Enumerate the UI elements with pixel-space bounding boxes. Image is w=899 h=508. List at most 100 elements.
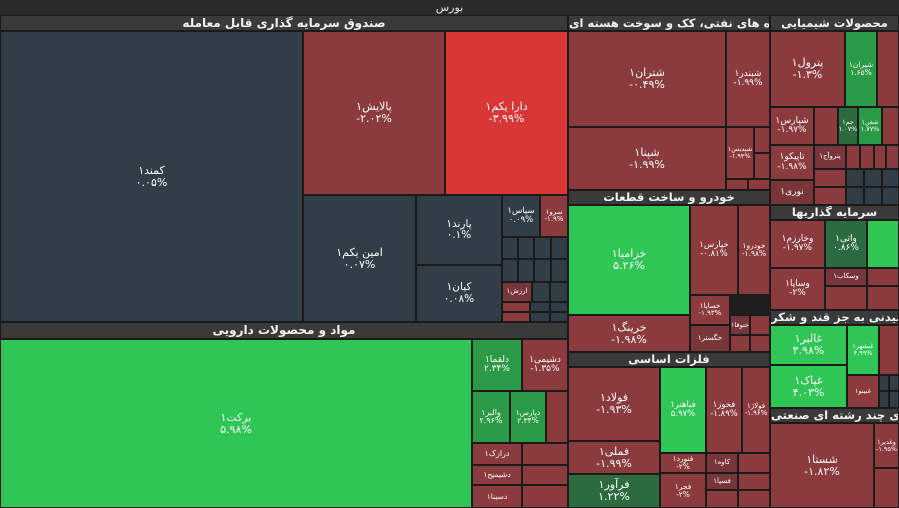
treemap-tile-small[interactable] <box>532 282 550 302</box>
treemap-tile[interactable]: سرو۱ -۱.۹% <box>540 195 568 237</box>
treemap-tile-small[interactable] <box>750 315 770 335</box>
treemap-tile-small[interactable] <box>551 259 568 282</box>
treemap-tile-small[interactable] <box>502 302 530 312</box>
treemap-tile[interactable]: پترول۱ -۱.۳% <box>770 31 845 107</box>
treemap-tile-small[interactable] <box>730 335 750 352</box>
treemap-tile[interactable]: دسینا۱ <box>472 485 522 508</box>
treemap-tile[interactable]: خگستر۱ <box>690 325 730 352</box>
treemap-tile[interactable]: شبندر۱ -۱.۹۹% <box>726 31 770 127</box>
treemap-tile[interactable]: فنورد۱ -۲% <box>660 453 706 473</box>
treemap-tile[interactable]: وسکاب۱ <box>825 268 867 286</box>
treemap-tile[interactable]: کاوه۱ <box>706 453 738 473</box>
sector-header[interactable]: فراورده های نفتی، کک و سوخت هسته ای <box>568 15 770 31</box>
treemap-tile-small[interactable] <box>889 391 899 408</box>
treemap-tile[interactable]: شفن۱ ۱.۷۷% <box>858 107 882 145</box>
treemap-tile-small[interactable] <box>522 485 568 508</box>
treemap-tile-small[interactable] <box>534 259 551 282</box>
treemap-tile-small[interactable] <box>882 187 899 205</box>
treemap-tile-small[interactable] <box>864 169 882 187</box>
treemap-tile[interactable]: دلقما۱ ۲.۳۴% <box>472 339 522 391</box>
treemap-tile-small[interactable] <box>754 127 770 153</box>
treemap-tile-small[interactable] <box>814 107 838 145</box>
treemap-tile-small[interactable] <box>502 312 530 322</box>
treemap-tile[interactable]: خساپا۱ -۱.۹۳% <box>690 295 730 325</box>
treemap-tile-small[interactable] <box>522 443 568 465</box>
treemap-tile[interactable]: شپدیس۱ -۱.۹۴% <box>726 127 754 179</box>
treemap-tile[interactable]: برکت۱ ۵.۹۸% <box>0 339 472 508</box>
treemap-tile-small[interactable] <box>846 169 864 187</box>
treemap-tile-small[interactable] <box>530 312 550 322</box>
treemap-tile-small[interactable] <box>879 375 889 391</box>
treemap-tile-small[interactable] <box>550 302 568 312</box>
treemap-tile-small[interactable] <box>814 169 846 187</box>
treemap-tile[interactable]: فملی۱ -۱.۹۹% <box>568 441 660 474</box>
treemap-tile-small[interactable] <box>882 107 899 145</box>
treemap-tile-small[interactable] <box>738 473 770 490</box>
treemap-tile[interactable]: دارا یکم۱ -۳.۹۹% <box>445 31 568 195</box>
treemap-tile-small[interactable] <box>825 286 867 310</box>
treemap-tile[interactable]: فولاژ۱ -۱.۹۶% <box>742 367 770 453</box>
treemap-tile-small[interactable] <box>750 335 770 352</box>
sector-header[interactable]: سرمایه گذاریها <box>770 205 899 220</box>
treemap-tile[interactable]: غپاک۱ ۴.۰۳% <box>770 365 847 408</box>
treemap-tile-small[interactable] <box>502 237 518 259</box>
treemap-tile[interactable]: دشیمی۱ -۱.۳۵% <box>522 339 568 391</box>
treemap-tile[interactable]: شتران۱ -۰.۴۹% <box>568 31 726 127</box>
treemap-tile-small[interactable] <box>522 465 568 485</box>
treemap-tile-small[interactable] <box>814 187 846 205</box>
treemap-tile[interactable]: خپارس۱ -۰.۸۱% <box>690 205 738 295</box>
treemap-tile[interactable]: غالبر۱ ۳.۹۸% <box>770 325 847 365</box>
treemap-tile-small[interactable] <box>864 187 882 205</box>
treemap-tile[interactable]: شستا۱ -۱.۸۲% <box>770 423 874 508</box>
treemap-tile[interactable]: خودرو۱ -۱.۹۸% <box>738 205 770 295</box>
treemap-tile-small[interactable] <box>879 391 889 408</box>
treemap-tile-small[interactable] <box>867 268 899 286</box>
treemap-tile-small[interactable] <box>754 153 770 179</box>
treemap-tile-small[interactable] <box>534 237 551 259</box>
treemap-tile-small[interactable] <box>546 391 568 443</box>
treemap-tile-small[interactable] <box>860 145 874 169</box>
treemap-tile-small[interactable] <box>738 453 770 473</box>
treemap-tile-small[interactable] <box>738 490 770 508</box>
treemap-tile[interactable]: غبینو۱ <box>847 375 879 408</box>
treemap-tile[interactable]: فجر۱ -۲% <box>660 473 706 508</box>
treemap-tile-small[interactable] <box>867 220 899 268</box>
treemap-tile-small[interactable] <box>874 468 899 508</box>
treemap-tile[interactable]: فسپا۱ <box>706 473 738 490</box>
treemap-tile[interactable]: درازک۱ <box>472 443 522 465</box>
sector-header[interactable]: شرکتهای چند رشته ای صنعتی <box>770 408 899 423</box>
treemap-tile[interactable]: شیران۱ ۱.۶۵% <box>845 31 877 107</box>
treemap-tile-small[interactable] <box>886 145 899 169</box>
treemap-tile-small[interactable] <box>877 31 899 107</box>
treemap-tile-small[interactable] <box>518 259 534 282</box>
treemap-tile[interactable]: نوری۱ <box>770 180 814 205</box>
treemap-tile-small[interactable] <box>706 490 738 508</box>
treemap-tile[interactable]: وغدیر۱ -۱.۹۵% <box>874 423 899 468</box>
treemap-tile[interactable]: پالایش۱ -۲.۰۲% <box>303 31 445 195</box>
treemap-tile[interactable]: جم۱ ۱.۰۷% <box>838 107 858 145</box>
sector-header[interactable]: محصولات شیمیایی <box>770 15 899 31</box>
treemap-tile-small[interactable] <box>846 187 864 205</box>
treemap-tile[interactable]: دپارس۱ ۲.۳۴% <box>510 391 546 443</box>
treemap-tile[interactable]: ختوقا۱ <box>730 315 750 335</box>
sector-header[interactable]: خودرو و ساخت قطعات <box>568 190 770 205</box>
sector-header[interactable]: صندوق سرمایه گذاری قابل معامله <box>0 15 568 31</box>
treemap-tile[interactable]: فباهنر۱ ۵.۹۷% <box>660 367 706 453</box>
treemap-tile[interactable]: خزامیا۱ ۵.۲۶% <box>568 205 690 315</box>
treemap-tile[interactable]: شپنا۱ -۱.۹۹% <box>568 127 726 190</box>
treemap-tile-small[interactable] <box>502 259 518 282</box>
treemap-tile[interactable]: پتروآج۱ <box>814 145 846 169</box>
sector-header[interactable]: فلزات اساسی <box>568 352 770 367</box>
treemap-tile[interactable]: تاپیکو۱ -۱.۹۸% <box>770 145 814 180</box>
treemap-tile[interactable]: امین یکم۱ ۰.۰۷% <box>303 195 416 322</box>
treemap-tile-small[interactable] <box>530 302 550 312</box>
treemap-tile[interactable]: فولاد۱ -۱.۹۳% <box>568 367 660 441</box>
treemap-tile-small[interactable] <box>874 145 886 169</box>
sector-header[interactable]: محصولات غذایی و آشامیدنی به جز قند و شکر <box>770 310 899 325</box>
treemap-tile[interactable]: غیشهر۱ ۴.۹۹% <box>847 325 879 375</box>
treemap-tile-small[interactable] <box>882 169 899 187</box>
treemap-tile[interactable]: پارند۱ ۰.۱% <box>416 195 502 265</box>
treemap-tile-small[interactable] <box>551 237 568 259</box>
treemap-tile-small[interactable] <box>550 282 568 302</box>
treemap-tile[interactable]: دشیمیح۱ <box>472 465 522 485</box>
